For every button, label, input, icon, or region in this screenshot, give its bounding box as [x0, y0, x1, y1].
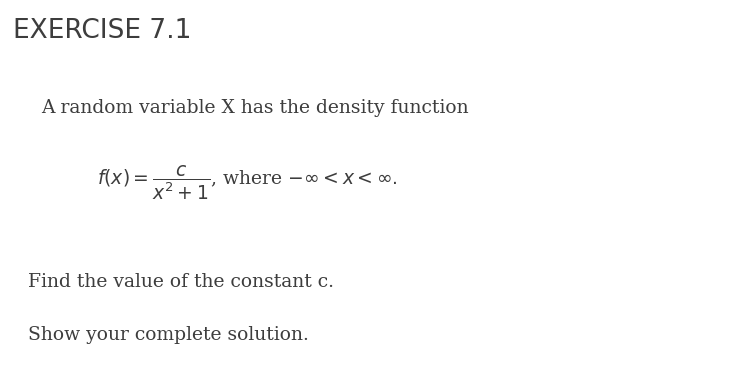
Text: A random variable X has the density function: A random variable X has the density func…	[41, 99, 468, 117]
Text: $f(x) = \dfrac{c}{x^2+1}$, where $-\infty < x < \infty.$: $f(x) = \dfrac{c}{x^2+1}$, where $-\inft…	[97, 164, 398, 202]
Text: EXERCISE 7.1: EXERCISE 7.1	[13, 18, 192, 44]
Text: Find the value of the constant c.: Find the value of the constant c.	[28, 273, 334, 291]
Text: Show your complete solution.: Show your complete solution.	[28, 326, 310, 344]
